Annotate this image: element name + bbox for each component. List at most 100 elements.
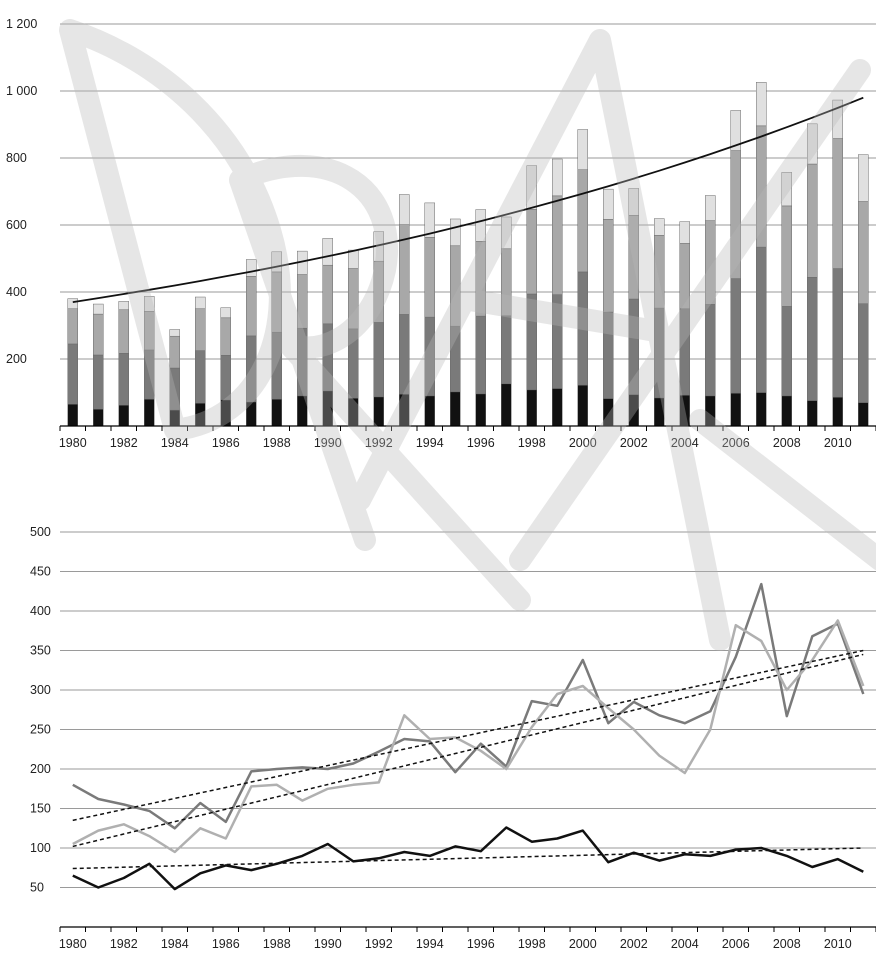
bar-segment [756, 82, 767, 127]
stacked-bar-chart: 200 400 600 800 1 000 1 200 1980 1982 1984 1986 19… [6, 17, 876, 450]
bar-segment [781, 172, 792, 207]
bar-segment [807, 163, 818, 278]
bar-segment [501, 315, 512, 385]
bar-segment [679, 221, 690, 244]
bar-segment [93, 313, 104, 356]
bar-segment [475, 209, 486, 242]
series-line [72, 582, 865, 830]
bar-segment [730, 392, 741, 427]
bar-segment [577, 384, 588, 427]
bar-segment [577, 129, 588, 170]
bar-segment [348, 249, 359, 269]
x-tick-label: 1996 [467, 937, 495, 951]
x-tick-label: 1998 [518, 436, 546, 450]
bar-segment [373, 322, 384, 398]
line-chart: 50 100 150 200 250 300 350 400 450 500 1980 1982 198… [30, 525, 876, 951]
bar-segment [807, 123, 818, 165]
bar-segment [475, 315, 486, 395]
bar-segment [399, 194, 410, 225]
x-tick-label: 1988 [263, 436, 291, 450]
x-tick-label: 2008 [773, 436, 801, 450]
bar-segment [730, 278, 741, 394]
bar-segment [271, 398, 282, 427]
x-tick-label: 2008 [773, 937, 801, 951]
x-tick-label: 1982 [110, 937, 138, 951]
bar-segment [577, 169, 588, 273]
series-line [72, 619, 865, 854]
x-tick-label: 1992 [365, 937, 393, 951]
bar-segment [526, 389, 537, 427]
bar-segment [220, 317, 231, 356]
draft-watermark [59, 19, 876, 651]
bar-segment [93, 409, 104, 427]
bar-segment [399, 314, 410, 395]
bar-segment [781, 306, 792, 397]
bar-segment [603, 188, 614, 220]
bar-segment [730, 110, 741, 151]
x-tick-label: 1986 [212, 436, 240, 450]
bar-segment [781, 205, 792, 307]
bar-segment [271, 251, 282, 273]
bar-segment [475, 393, 486, 427]
x-tick-label: 1998 [518, 937, 546, 951]
bar-segment [756, 392, 767, 427]
bar-segment [246, 276, 257, 337]
x-tick-label: 1984 [161, 436, 189, 450]
bar-segment [756, 246, 767, 393]
bar-segment [552, 195, 563, 295]
bar-segment [501, 216, 512, 250]
trend-line [72, 649, 864, 822]
x-tick-label: 2002 [620, 937, 648, 951]
y-tick-label: 250 [30, 723, 51, 737]
x-tick-label: 1982 [110, 436, 138, 450]
y-tick-label: 400 [6, 285, 27, 299]
y-tick-label: 600 [6, 218, 27, 232]
bar-segment [628, 188, 639, 216]
y-tick-label: 100 [30, 841, 51, 855]
y-tick-label: 300 [30, 683, 51, 697]
bar-segment [832, 138, 843, 269]
bar-segment [118, 404, 129, 427]
bar-segment [424, 202, 435, 238]
bar-segment [118, 309, 129, 354]
bar-segment [322, 238, 333, 266]
bar-segment [858, 201, 869, 304]
trend-line [72, 653, 864, 848]
bar-segment [654, 218, 665, 236]
bar-segment [603, 219, 614, 313]
x-tick-label: 1990 [314, 436, 342, 450]
x-tick-label: 1980 [59, 937, 87, 951]
bar-segment [807, 400, 818, 427]
x-tick-label: 2000 [569, 436, 597, 450]
bar-segment [195, 350, 206, 404]
bar-segment [67, 403, 78, 427]
y-tick-label: 500 [30, 525, 51, 539]
y-tick-label: 800 [6, 151, 27, 165]
x-tick-label: 1986 [212, 937, 240, 951]
bar-segment [450, 391, 461, 427]
series-line [72, 826, 864, 891]
bar-segment [807, 277, 818, 401]
y-tick-label: 150 [30, 802, 51, 816]
x-tick-label: 1988 [263, 937, 291, 951]
y-tick-label: 200 [30, 762, 51, 776]
y-tick-label: 1 200 [6, 17, 37, 31]
x-tick-label: 2004 [671, 937, 699, 951]
bar-segment [322, 264, 333, 325]
bar-segment [144, 398, 155, 427]
trend-line [72, 847, 864, 870]
bar-segment [858, 402, 869, 427]
bar-segment [118, 353, 129, 406]
bar-segment [195, 308, 206, 351]
bar-segment [450, 218, 461, 247]
x-tick-label: 1994 [416, 436, 444, 450]
bar-segment [526, 209, 537, 295]
y-tick-label: 450 [30, 565, 51, 579]
x-tick-label: 1994 [416, 937, 444, 951]
bar-segment [144, 296, 155, 312]
bar-segment [373, 396, 384, 427]
bar-segment [705, 304, 716, 397]
x-tick-label: 1990 [314, 937, 342, 951]
bar-segment [246, 259, 257, 277]
